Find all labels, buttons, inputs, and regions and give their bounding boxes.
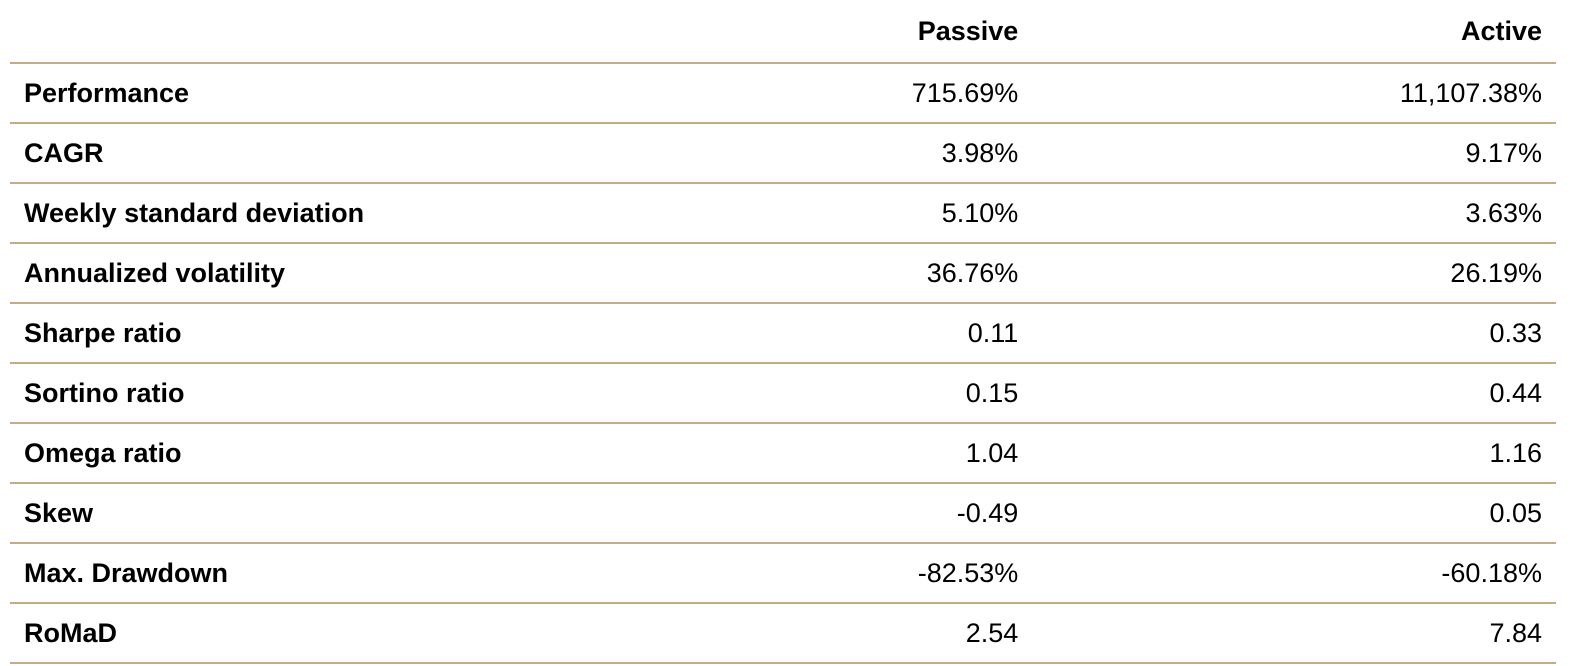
value-cell: 11,107.38% bbox=[1032, 63, 1556, 124]
table-row: Skew -0.49 0.05 bbox=[10, 483, 1556, 544]
table-row: RoMaD 2.54 7.84 bbox=[10, 603, 1556, 664]
value-cell: -82.53% bbox=[618, 543, 1033, 604]
value-cell: 9.17% bbox=[1032, 123, 1556, 184]
value-cell: 0.11 bbox=[618, 303, 1033, 364]
value-cell: -60.18% bbox=[1032, 543, 1556, 604]
value-cell: 0.15 bbox=[618, 363, 1033, 424]
row-label: CAGR bbox=[10, 123, 618, 184]
header-cell bbox=[10, 0, 618, 64]
value-cell: 36.76% bbox=[618, 243, 1033, 304]
row-label: Skew bbox=[10, 483, 618, 544]
value-cell: -0.49 bbox=[618, 483, 1033, 544]
value-cell: 0.44 bbox=[1032, 363, 1556, 424]
row-label: Weekly standard deviation bbox=[10, 183, 618, 244]
row-label: Annualized volatility bbox=[10, 243, 618, 304]
table-row: Annualized volatility 36.76% 26.19% bbox=[10, 243, 1556, 304]
table-row: Performance 715.69% 11,107.38% bbox=[10, 63, 1556, 124]
row-label: Sharpe ratio bbox=[10, 303, 618, 364]
header-cell: Passive bbox=[618, 0, 1033, 64]
row-label: Sortino ratio bbox=[10, 363, 618, 424]
table-row: Sortino ratio 0.15 0.44 bbox=[10, 363, 1556, 424]
value-cell: 5.10% bbox=[618, 183, 1033, 244]
table-row: CAGR 3.98% 9.17% bbox=[10, 123, 1556, 184]
row-label: Max. Drawdown bbox=[10, 543, 618, 604]
table-body: Performance 715.69% 11,107.38% CAGR 3.98% 9.1… bbox=[10, 63, 1556, 664]
value-cell: 0.33 bbox=[1032, 303, 1556, 364]
value-cell: 3.98% bbox=[618, 123, 1033, 184]
header-row: Passive Active bbox=[10, 0, 1556, 64]
value-cell: 3.63% bbox=[1032, 183, 1556, 244]
table-row: Max. Drawdown -82.53% -60.18% bbox=[10, 543, 1556, 604]
value-cell: 7.84 bbox=[1032, 603, 1556, 664]
value-cell: 715.69% bbox=[618, 63, 1033, 124]
value-cell: 1.04 bbox=[618, 423, 1033, 484]
row-label: RoMaD bbox=[10, 603, 618, 664]
table-row: Sharpe ratio 0.11 0.33 bbox=[10, 303, 1556, 364]
value-cell: 1.16 bbox=[1032, 423, 1556, 484]
row-label: Omega ratio bbox=[10, 423, 618, 484]
value-cell: 0.05 bbox=[1032, 483, 1556, 544]
header-cell: Active bbox=[1032, 0, 1556, 64]
metrics-table: Passive Active Performance 715.69% 11,107.3… bbox=[10, 0, 1556, 664]
table-row: Omega ratio 1.04 1.16 bbox=[10, 423, 1556, 484]
value-cell: 26.19% bbox=[1032, 243, 1556, 304]
table-row: Weekly standard deviation 5.10% 3.63% bbox=[10, 183, 1556, 244]
row-label: Performance bbox=[10, 63, 618, 124]
value-cell: 2.54 bbox=[618, 603, 1033, 664]
